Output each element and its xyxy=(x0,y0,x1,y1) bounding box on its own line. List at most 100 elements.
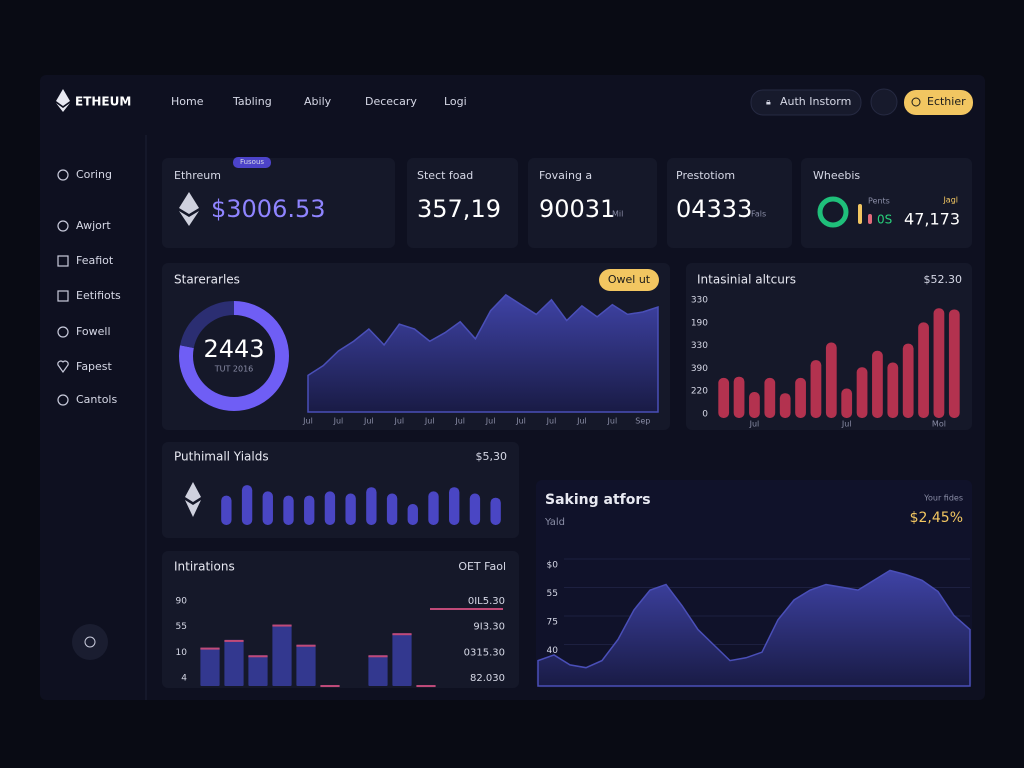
bar xyxy=(856,367,868,418)
menu-item[interactable]: Eetifiots xyxy=(76,289,121,302)
stat-value: $3006.53 xyxy=(211,195,326,223)
stat-value: 90031 xyxy=(539,195,615,223)
auth-label: Auth Instorm xyxy=(780,95,851,108)
bar xyxy=(296,644,316,686)
x-label: Jul xyxy=(454,417,465,426)
donut-value: 2443 xyxy=(203,335,264,363)
y-label: 4 xyxy=(181,674,187,684)
panel-title: Puthimall Yialds xyxy=(174,450,269,464)
y-label: 40 xyxy=(547,646,559,656)
stat-card xyxy=(407,158,518,248)
bar xyxy=(779,393,791,418)
lock-icon: 🔒︎ xyxy=(766,98,771,108)
bar-cap xyxy=(320,685,340,688)
bar xyxy=(368,655,388,686)
bar xyxy=(407,504,418,525)
nav-link[interactable]: Dececary xyxy=(365,95,417,108)
x-label: Jul xyxy=(424,417,435,426)
donut-segment xyxy=(179,301,289,411)
action-icon xyxy=(911,97,921,107)
stat-label: Ethreum xyxy=(174,169,221,182)
menu-icon xyxy=(57,220,69,232)
y-label: 55 xyxy=(176,622,187,632)
x-label: Jul xyxy=(841,420,852,429)
bar xyxy=(733,376,745,418)
stat-tag: Pents xyxy=(868,197,890,206)
bar xyxy=(392,633,412,686)
bar xyxy=(887,362,899,418)
bar xyxy=(386,493,398,525)
menu-item[interactable]: Fapest xyxy=(76,360,113,373)
bar xyxy=(241,485,253,525)
nav-link[interactable]: Abily xyxy=(304,95,332,108)
bar xyxy=(825,342,837,418)
y-label: 75 xyxy=(547,618,558,628)
y-label: 220 xyxy=(691,387,708,397)
bar xyxy=(841,388,853,418)
bar-cap xyxy=(200,647,220,650)
y-label: 330 xyxy=(691,296,708,306)
panel-title: Intirations xyxy=(174,560,235,574)
y-label: $0 xyxy=(547,561,559,571)
bar xyxy=(449,487,460,525)
bar xyxy=(749,392,760,418)
bar xyxy=(283,495,294,525)
nav-link[interactable]: Logi xyxy=(444,95,467,108)
y-label: 55 xyxy=(547,589,558,599)
nav-link[interactable]: Tabling xyxy=(232,95,272,108)
menu-icon xyxy=(57,394,69,406)
bar-cap xyxy=(368,655,388,658)
menu-item[interactable]: Awjort xyxy=(76,219,111,232)
panel-title: Saking atfors xyxy=(545,492,651,508)
x-label: Jul xyxy=(302,417,313,426)
bar xyxy=(262,491,273,525)
auth-button[interactable] xyxy=(750,89,862,116)
x-label: Jul xyxy=(515,417,526,426)
x-label: Jul xyxy=(546,417,557,426)
stat-label: Stect foad xyxy=(417,169,473,182)
bar xyxy=(718,377,730,418)
stat-label: Prestotiom xyxy=(676,169,735,182)
gauge-icon xyxy=(817,196,849,228)
panel-note: Your fides xyxy=(923,494,963,503)
menu-item[interactable]: Coring xyxy=(76,168,112,181)
button-label: Owel ut xyxy=(608,273,651,286)
x-label: Jul xyxy=(393,417,404,426)
bar xyxy=(345,493,356,525)
indicator xyxy=(858,204,862,224)
nav-link[interactable]: Home xyxy=(171,95,204,108)
support-button[interactable] xyxy=(72,624,108,660)
x-label: Jul xyxy=(576,417,587,426)
badge xyxy=(233,157,271,168)
x-label: Sep xyxy=(635,417,650,426)
y-label: 330 xyxy=(691,341,708,351)
bar-cap xyxy=(272,624,292,627)
x-label: Jul xyxy=(485,417,496,426)
menu-item[interactable]: Feafiot xyxy=(76,254,114,267)
panel-value: OET Faol xyxy=(458,560,506,573)
stat-card xyxy=(667,158,792,248)
y-label: 90 xyxy=(176,597,188,607)
panel-button[interactable] xyxy=(599,269,659,291)
stat-side: Jagl xyxy=(942,196,958,205)
area xyxy=(537,569,971,687)
menu-icon xyxy=(57,326,69,338)
donut-label: TUT 2016 xyxy=(214,365,254,374)
panel-value: $52.30 xyxy=(924,273,963,286)
icon-button[interactable] xyxy=(870,88,898,116)
bar xyxy=(948,309,960,418)
area xyxy=(307,293,659,413)
stat-label: Wheebis xyxy=(813,169,860,182)
x-label: Jul xyxy=(333,417,344,426)
stat-unit: Mil xyxy=(612,210,623,219)
y-label: 10 xyxy=(176,648,188,658)
menu-item[interactable]: Cantols xyxy=(76,393,117,406)
bar xyxy=(272,624,292,686)
bar xyxy=(902,343,914,418)
bar-cap xyxy=(248,655,268,658)
action-button[interactable] xyxy=(904,90,973,115)
menu-item[interactable]: Fowell xyxy=(76,325,111,338)
bar xyxy=(224,639,244,686)
menu-icon xyxy=(57,360,69,374)
